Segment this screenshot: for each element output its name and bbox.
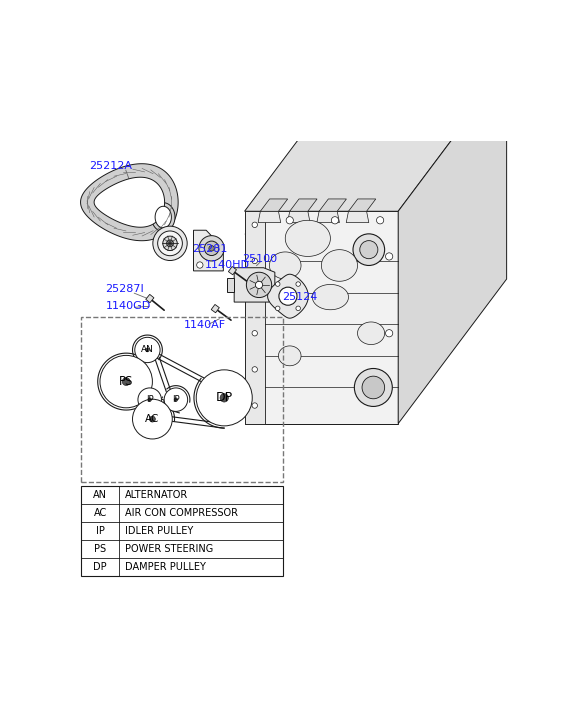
Circle shape xyxy=(255,281,263,289)
Circle shape xyxy=(362,376,385,399)
Circle shape xyxy=(220,393,229,402)
Circle shape xyxy=(286,217,293,224)
Polygon shape xyxy=(321,249,357,281)
Polygon shape xyxy=(317,212,339,222)
Text: IP: IP xyxy=(96,526,104,536)
Circle shape xyxy=(385,329,393,337)
Polygon shape xyxy=(346,212,369,222)
Circle shape xyxy=(146,348,149,352)
Circle shape xyxy=(135,337,160,363)
Circle shape xyxy=(148,398,152,401)
Polygon shape xyxy=(279,346,301,366)
Text: 25212A: 25212A xyxy=(89,161,132,171)
Circle shape xyxy=(153,226,187,260)
Circle shape xyxy=(149,416,156,422)
Circle shape xyxy=(157,231,182,256)
Polygon shape xyxy=(80,164,178,241)
Text: DP: DP xyxy=(93,562,107,572)
Polygon shape xyxy=(245,67,507,212)
Circle shape xyxy=(377,217,384,224)
Text: IDLER PULLEY: IDLER PULLEY xyxy=(125,526,193,536)
Polygon shape xyxy=(245,212,398,424)
Text: IP: IP xyxy=(146,395,153,404)
Circle shape xyxy=(252,403,258,409)
Circle shape xyxy=(354,369,392,406)
Polygon shape xyxy=(234,268,275,302)
Text: IP: IP xyxy=(172,395,180,404)
Text: 25281: 25281 xyxy=(192,244,228,254)
Circle shape xyxy=(138,388,161,411)
Text: AIR CON COMPRESSOR: AIR CON COMPRESSOR xyxy=(125,508,238,518)
Text: 25124: 25124 xyxy=(282,292,318,302)
Polygon shape xyxy=(269,252,301,279)
Circle shape xyxy=(196,370,252,426)
Text: 25287I: 25287I xyxy=(106,284,144,294)
Circle shape xyxy=(360,241,378,259)
Circle shape xyxy=(122,377,130,385)
Text: AC: AC xyxy=(94,508,107,518)
Polygon shape xyxy=(287,212,310,222)
Polygon shape xyxy=(229,267,237,275)
Text: AN: AN xyxy=(141,345,154,355)
Bar xyxy=(81,486,283,576)
Text: ALTERNATOR: ALTERNATOR xyxy=(125,491,188,500)
Polygon shape xyxy=(357,322,385,345)
Circle shape xyxy=(275,306,280,310)
Polygon shape xyxy=(290,199,317,212)
Circle shape xyxy=(174,398,178,401)
Circle shape xyxy=(209,246,215,251)
Polygon shape xyxy=(194,230,223,271)
Circle shape xyxy=(252,331,258,336)
Text: PS: PS xyxy=(119,375,134,388)
Circle shape xyxy=(279,287,297,305)
Text: AN: AN xyxy=(93,491,107,500)
Text: 1140AF: 1140AF xyxy=(184,320,226,329)
Text: 25100: 25100 xyxy=(243,254,278,264)
Polygon shape xyxy=(312,284,349,310)
Circle shape xyxy=(205,241,219,255)
Polygon shape xyxy=(285,220,331,257)
Text: PS: PS xyxy=(94,544,106,554)
Polygon shape xyxy=(268,274,308,318)
Circle shape xyxy=(247,272,272,297)
Text: 1140GD: 1140GD xyxy=(106,301,150,310)
Circle shape xyxy=(353,234,385,265)
Polygon shape xyxy=(245,212,265,424)
Polygon shape xyxy=(146,294,154,302)
Polygon shape xyxy=(152,203,175,232)
Text: DAMPER PULLEY: DAMPER PULLEY xyxy=(125,562,206,572)
Text: 1140HD: 1140HD xyxy=(205,260,250,270)
Circle shape xyxy=(132,399,173,439)
Polygon shape xyxy=(155,206,171,228)
Circle shape xyxy=(164,388,188,411)
Polygon shape xyxy=(261,199,287,212)
Circle shape xyxy=(331,217,339,224)
Polygon shape xyxy=(398,67,507,424)
Text: DP: DP xyxy=(216,391,233,404)
Circle shape xyxy=(275,282,280,286)
Circle shape xyxy=(252,366,258,372)
Polygon shape xyxy=(94,177,164,228)
Bar xyxy=(81,318,283,482)
Circle shape xyxy=(385,253,393,260)
Circle shape xyxy=(252,294,258,300)
Polygon shape xyxy=(227,278,234,292)
Circle shape xyxy=(252,258,258,264)
Circle shape xyxy=(296,282,300,286)
Polygon shape xyxy=(211,305,219,313)
Circle shape xyxy=(196,262,203,268)
Circle shape xyxy=(163,236,177,251)
Circle shape xyxy=(167,240,174,246)
Circle shape xyxy=(199,236,224,261)
Text: POWER STEERING: POWER STEERING xyxy=(125,544,213,554)
Circle shape xyxy=(252,222,258,228)
Text: AC: AC xyxy=(145,414,160,424)
Polygon shape xyxy=(319,199,346,212)
Circle shape xyxy=(100,356,152,408)
Polygon shape xyxy=(258,212,281,222)
Circle shape xyxy=(296,306,300,310)
Polygon shape xyxy=(349,199,376,212)
